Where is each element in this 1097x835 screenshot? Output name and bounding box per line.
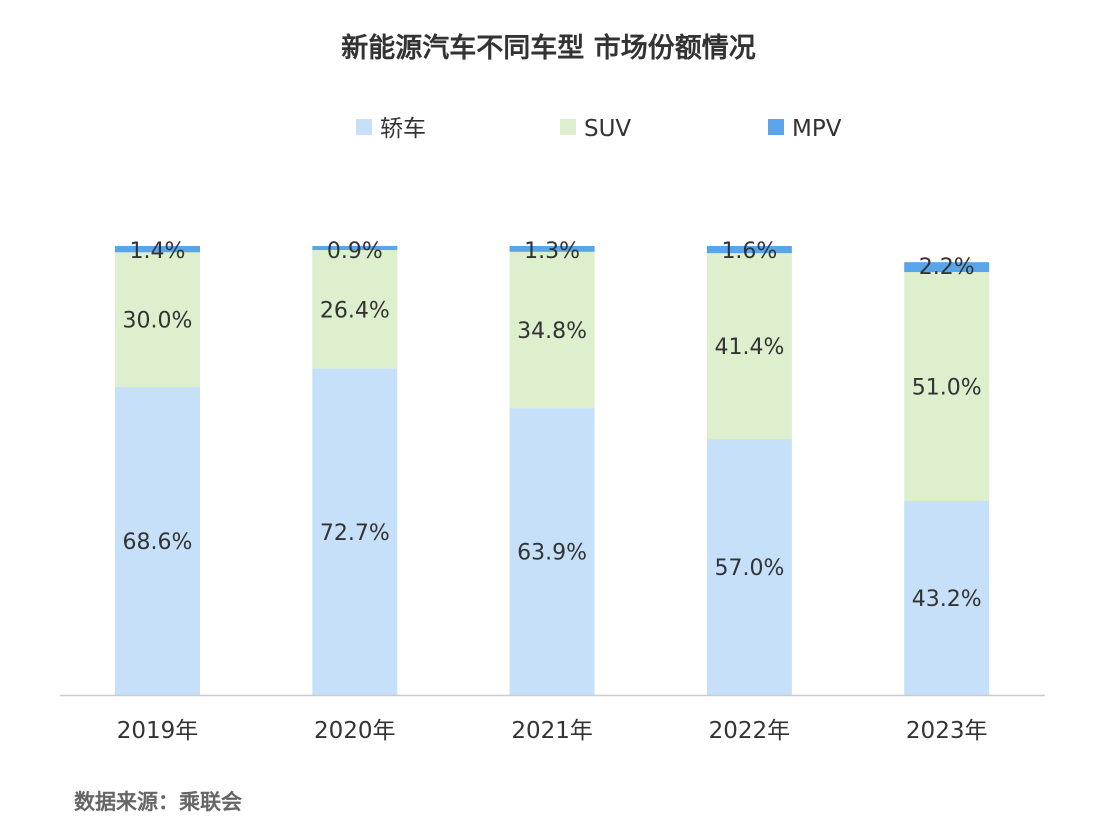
x-tick-label: 2020年 bbox=[314, 718, 396, 744]
data-label: 57.0% bbox=[714, 556, 784, 581]
data-label: 51.0% bbox=[912, 376, 982, 401]
data-label: 72.7% bbox=[320, 521, 390, 546]
legend-swatch-MPV bbox=[768, 119, 784, 135]
bar-MPV-2023年 bbox=[904, 262, 990, 273]
data-label: 34.8% bbox=[517, 319, 587, 344]
data-label: 26.4% bbox=[320, 298, 390, 323]
data-label: 43.2% bbox=[912, 587, 982, 612]
data-label: 1.6% bbox=[721, 239, 777, 264]
x-tick-label: 2019年 bbox=[117, 718, 199, 744]
legend-label: 轿车 bbox=[380, 116, 426, 142]
bar-MPV-2021年 bbox=[509, 246, 595, 252]
bar-MPV-2020年 bbox=[312, 246, 398, 251]
bar-轿车-2022年 bbox=[706, 439, 792, 695]
data-label: 63.9% bbox=[517, 541, 587, 566]
bar-SUV-2021年 bbox=[509, 251, 595, 409]
x-tick-label: 2021年 bbox=[511, 718, 593, 744]
legend-label: SUV bbox=[584, 116, 631, 142]
x-tick-label: 2022年 bbox=[709, 718, 791, 744]
bar-轿车-2023年 bbox=[904, 501, 990, 695]
legend-swatch-轿车 bbox=[356, 119, 372, 135]
data-label: 1.4% bbox=[130, 239, 186, 264]
data-label: 68.6% bbox=[123, 530, 193, 555]
bar-MPV-2022年 bbox=[706, 246, 792, 254]
data-label: 0.9% bbox=[327, 239, 383, 264]
x-tick-label: 2023年 bbox=[906, 718, 988, 744]
bar-SUV-2022年 bbox=[706, 253, 792, 440]
data-label: 2.2% bbox=[919, 255, 975, 280]
bar-SUV-2019年 bbox=[115, 252, 200, 387]
bar-轿车-2020年 bbox=[312, 368, 398, 695]
legend-label: MPV bbox=[792, 116, 842, 142]
bar-SUV-2020年 bbox=[312, 250, 398, 369]
data-label: 30.0% bbox=[123, 309, 193, 334]
data-source: 数据来源：乘联会 bbox=[74, 790, 242, 814]
legend-swatch-SUV bbox=[560, 119, 576, 135]
bar-SUV-2023年 bbox=[904, 272, 990, 502]
bar-轿车-2019年 bbox=[115, 386, 200, 695]
data-label: 41.4% bbox=[714, 335, 784, 360]
bar-轿车-2021年 bbox=[509, 408, 595, 695]
bar-MPV-2019年 bbox=[115, 246, 200, 253]
data-label: 1.3% bbox=[524, 239, 580, 264]
chart-title: 新能源汽车不同车型 市场份额情况 bbox=[341, 33, 756, 64]
